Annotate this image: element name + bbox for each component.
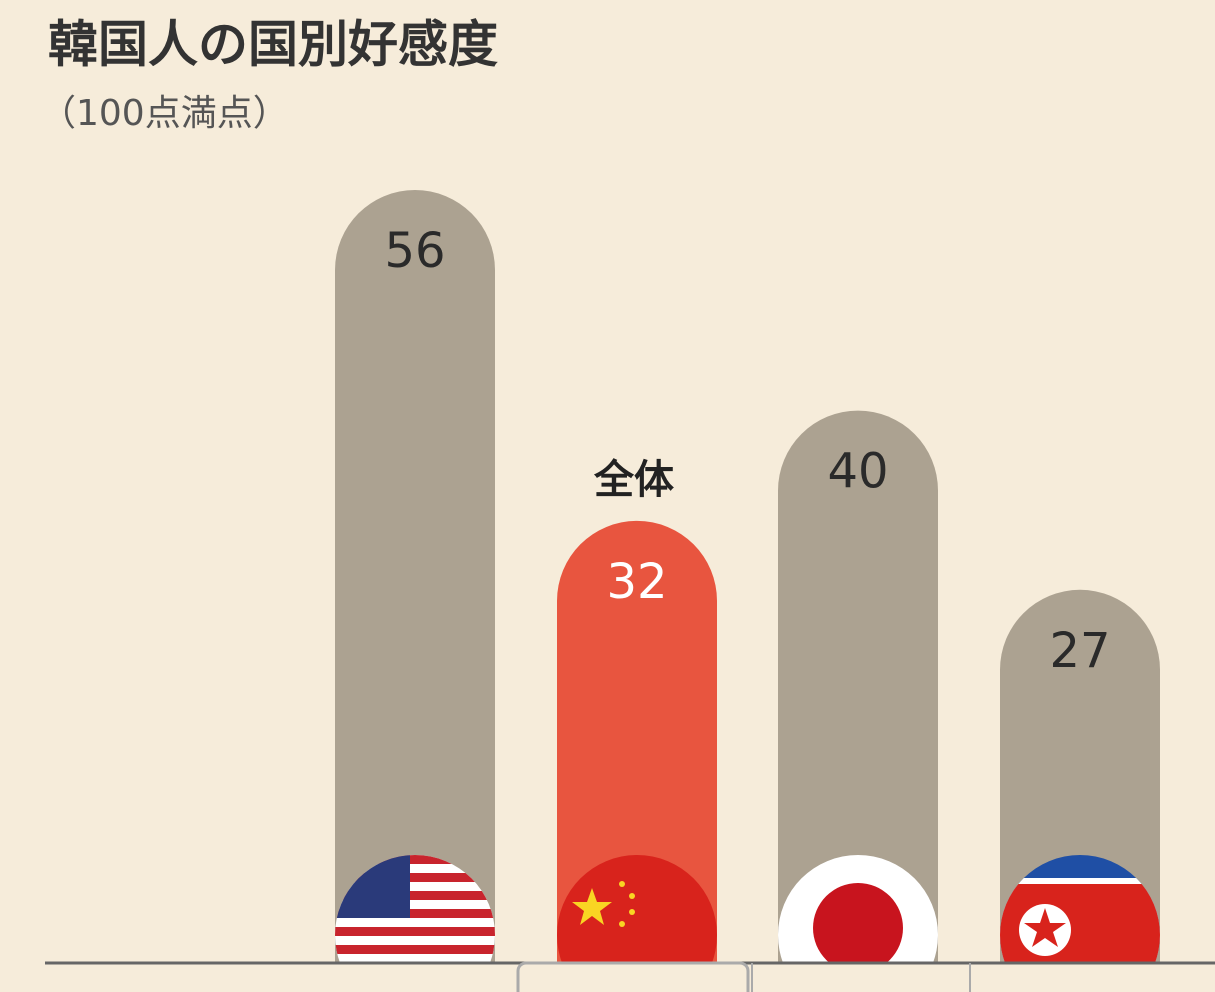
value-label: 56 bbox=[384, 223, 445, 279]
selector-box bbox=[516, 961, 750, 992]
value-label: 40 bbox=[827, 444, 888, 500]
bar bbox=[778, 410, 938, 963]
chart-title: 韓国人の国別好感度 bbox=[48, 16, 498, 74]
chart-subtitle: （100点満点） bbox=[40, 93, 289, 134]
bar bbox=[557, 520, 717, 962]
annotation: 全体 bbox=[593, 457, 674, 503]
value-label: 27 bbox=[1049, 623, 1110, 679]
bar bbox=[335, 190, 495, 962]
value-label: 32 bbox=[606, 554, 667, 610]
